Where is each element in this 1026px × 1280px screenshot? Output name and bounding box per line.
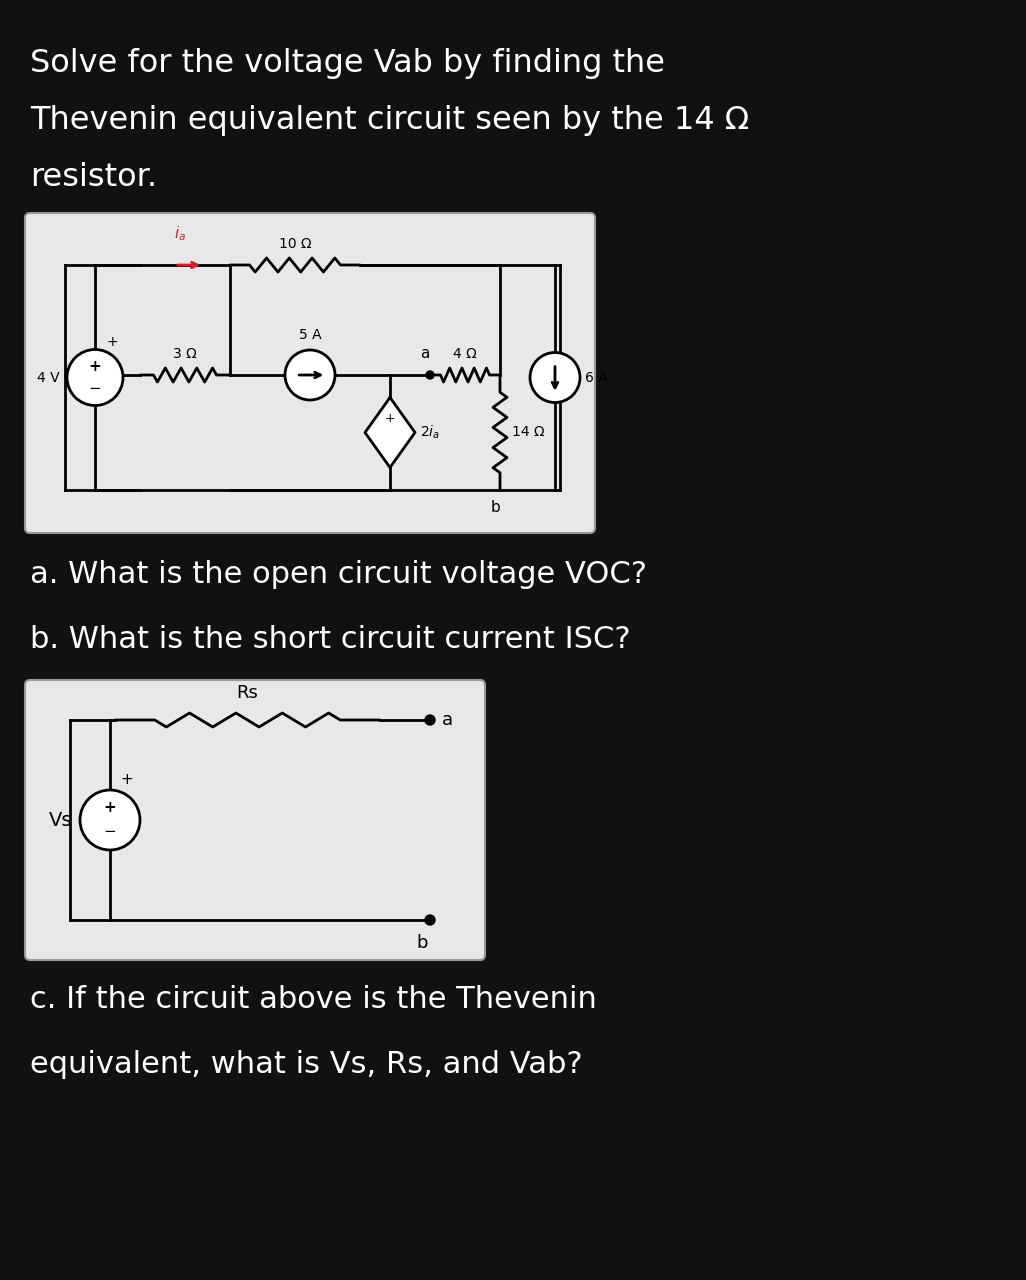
Circle shape (285, 349, 336, 399)
Text: 3 Ω: 3 Ω (173, 347, 197, 361)
Text: $2i_a$: $2i_a$ (420, 424, 440, 442)
Text: +: + (120, 773, 132, 787)
Polygon shape (365, 398, 415, 467)
Text: c. If the circuit above is the Thevenin: c. If the circuit above is the Thevenin (30, 986, 597, 1014)
Text: Rs: Rs (237, 684, 259, 701)
Circle shape (426, 371, 434, 379)
Text: b: b (417, 934, 428, 952)
Text: Thevenin equivalent circuit seen by the 14 Ω: Thevenin equivalent circuit seen by the … (30, 105, 749, 136)
Circle shape (80, 790, 140, 850)
Text: 6 A: 6 A (585, 370, 607, 384)
Circle shape (67, 349, 123, 406)
Text: +: + (385, 412, 395, 425)
Text: +: + (107, 334, 119, 348)
Text: +: + (104, 800, 116, 815)
FancyBboxPatch shape (25, 212, 595, 532)
Text: a: a (421, 346, 430, 361)
Text: Solve for the voltage Vab by finding the: Solve for the voltage Vab by finding the (30, 47, 665, 79)
Text: equivalent, what is Vs, Rs, and Vab?: equivalent, what is Vs, Rs, and Vab? (30, 1050, 583, 1079)
Text: 5 A: 5 A (299, 328, 321, 342)
Text: b. What is the short circuit current ISC?: b. What is the short circuit current ISC… (30, 625, 631, 654)
Text: −: − (104, 824, 116, 840)
Text: resistor.: resistor. (30, 163, 157, 193)
Text: $i_a$: $i_a$ (174, 224, 186, 243)
Text: +: + (88, 358, 102, 374)
Circle shape (530, 352, 580, 402)
Text: 4 Ω: 4 Ω (453, 347, 477, 361)
Text: a: a (442, 710, 453, 730)
Text: a. What is the open circuit voltage VOC?: a. What is the open circuit voltage VOC? (30, 561, 647, 589)
Text: b: b (491, 500, 501, 515)
Circle shape (425, 915, 435, 925)
Text: 14 Ω: 14 Ω (512, 425, 545, 439)
Circle shape (425, 716, 435, 724)
FancyBboxPatch shape (25, 680, 485, 960)
Text: −: − (88, 381, 102, 397)
Text: Vs: Vs (48, 810, 72, 829)
Text: 4 V: 4 V (37, 370, 60, 384)
Text: 10 Ω: 10 Ω (279, 237, 311, 251)
